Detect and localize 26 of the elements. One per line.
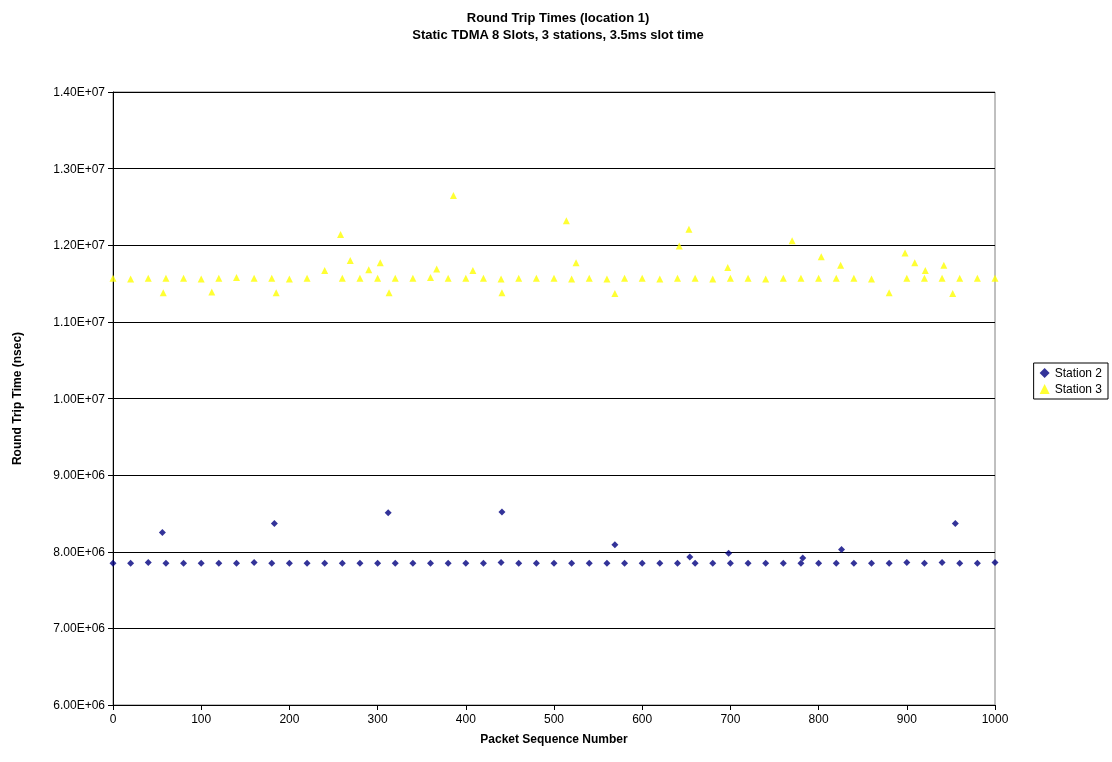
chart-subtitle: Static TDMA 8 Slots, 3 stations, 3.5ms slot time [412, 27, 704, 42]
y-tick-label: 1.30E+07 [53, 161, 106, 176]
y-tick-label: 6.00E+06 [53, 698, 106, 712]
y-tick-label: 1.10E+07 [53, 314, 106, 329]
y-tick-label: 1.00E+07 [53, 391, 106, 406]
y-tick-label: 1.40E+07 [53, 85, 106, 99]
x-tick-label: 1000 [981, 712, 1009, 726]
x-tick-label: 800 [808, 712, 829, 726]
x-tick-label: 0 [109, 712, 117, 726]
x-tick-label: 500 [543, 712, 565, 726]
x-axis-title: Packet Sequence Number [480, 732, 629, 746]
legend-label: Station 3 [1054, 382, 1103, 396]
x-tick-label: 600 [632, 712, 653, 726]
x-tick-label: 200 [279, 712, 300, 726]
x-tick-label: 900 [896, 712, 918, 726]
chart-title: Round Trip Times (location 1) [466, 10, 650, 25]
y-tick-label: 7.00E+06 [53, 621, 106, 636]
x-tick-label: 100 [191, 712, 212, 726]
y-tick-label: 8.00E+06 [53, 544, 106, 559]
y-tick-label: 1.20E+07 [53, 238, 106, 253]
x-tick-label: 700 [720, 712, 741, 726]
x-tick-label: 300 [367, 712, 388, 726]
y-tick-label: 9.00E+06 [53, 468, 106, 483]
x-tick-label: 400 [455, 712, 477, 726]
legend-label: Station 2 [1054, 366, 1103, 380]
y-axis-title: Round Trip Time (nsec) [10, 331, 24, 466]
